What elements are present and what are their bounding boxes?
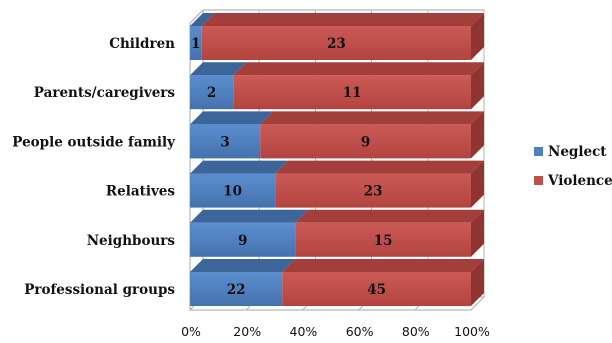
data-label: 9 bbox=[238, 233, 247, 249]
data-label: 1 bbox=[191, 36, 200, 52]
bar-top-neglect bbox=[190, 13, 215, 26]
data-label: 2 bbox=[207, 85, 216, 101]
bar-violence bbox=[201, 26, 472, 60]
bar-side-violence bbox=[471, 62, 484, 110]
data-label: 45 bbox=[367, 282, 386, 298]
category-label: Neighbours bbox=[87, 233, 176, 249]
x-tick-label: 80% bbox=[402, 324, 430, 339]
category-label: Professional groups bbox=[24, 282, 175, 298]
bars bbox=[190, 13, 485, 306]
bar-top-violence bbox=[233, 62, 484, 76]
bar-violence bbox=[275, 173, 471, 208]
x-tick-label: 100% bbox=[454, 324, 490, 339]
bar-violence bbox=[233, 75, 471, 110]
data-label: 10 bbox=[223, 184, 242, 200]
bar-top-neglect bbox=[190, 209, 309, 223]
legend: Neglect Violence bbox=[534, 144, 612, 189]
bar-side-violence bbox=[471, 13, 484, 60]
bar-neglect bbox=[190, 272, 283, 306]
bar-neglect bbox=[190, 124, 261, 159]
category-label: Relatives bbox=[106, 184, 175, 200]
bar-neglect bbox=[190, 75, 234, 110]
bar-side-violence bbox=[471, 160, 484, 208]
bar-top-neglect bbox=[190, 259, 296, 272]
category-label: People outside family bbox=[12, 134, 176, 150]
bar-neglect bbox=[190, 173, 276, 208]
bar-top-neglect bbox=[190, 111, 274, 125]
category-label: Parents/caregivers bbox=[34, 85, 176, 101]
labels: 0% 20% 40% 60% 80% 100% 1 23 Children 2 11 Parents/… bbox=[12, 36, 490, 339]
bar-neglect bbox=[190, 222, 296, 257]
bar-top-violence bbox=[295, 209, 484, 223]
data-label: 23 bbox=[364, 184, 383, 200]
bar-top-violence bbox=[275, 160, 484, 174]
bar-side-violence bbox=[471, 111, 484, 159]
bar-violence bbox=[260, 124, 471, 159]
bar-side-violence bbox=[471, 259, 484, 306]
x-tick-label: 0% bbox=[181, 324, 201, 339]
data-label: 15 bbox=[374, 233, 393, 249]
x-tick-label: 40% bbox=[290, 324, 318, 339]
bar-violence bbox=[295, 222, 471, 257]
bar-top-neglect bbox=[190, 62, 247, 76]
bar-top-violence bbox=[201, 13, 485, 26]
category-label: Children bbox=[109, 36, 175, 52]
legend-label-neglect: Neglect bbox=[548, 144, 607, 160]
bar-top-violence bbox=[282, 259, 484, 272]
legend-swatch-violence bbox=[534, 176, 543, 185]
data-label: 11 bbox=[343, 85, 362, 101]
legend-swatch-neglect bbox=[534, 147, 543, 156]
data-label: 9 bbox=[361, 134, 370, 150]
side-wall bbox=[189, 9, 204, 310]
data-label: 3 bbox=[220, 134, 229, 150]
bar-neglect bbox=[190, 26, 202, 60]
bar-top-violence bbox=[260, 111, 484, 125]
x-tick-label: 20% bbox=[233, 324, 261, 339]
data-label: 22 bbox=[227, 282, 246, 298]
x-tick-label: 60% bbox=[346, 324, 374, 339]
gridline-floor bbox=[470, 296, 485, 311]
bar-side-violence bbox=[471, 209, 484, 257]
data-label: 23 bbox=[327, 36, 346, 52]
legend-label-violence: Violence bbox=[547, 173, 612, 189]
bar-violence bbox=[282, 272, 471, 306]
bar-top-neglect bbox=[190, 160, 289, 174]
